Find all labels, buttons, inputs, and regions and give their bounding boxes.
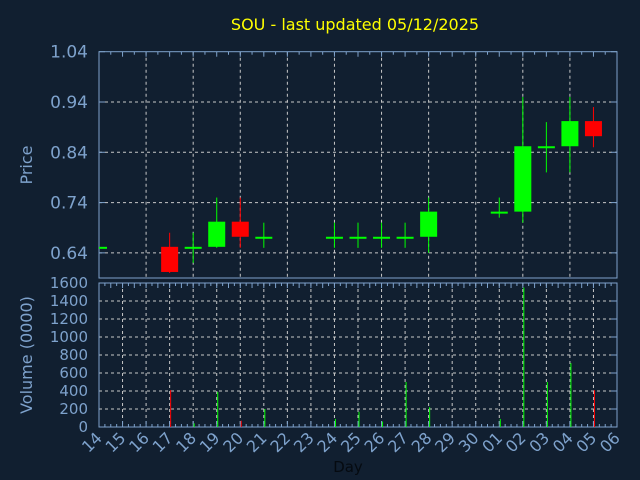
price-tick-label: 0.94: [50, 93, 88, 113]
volume-tick-label: 1000: [50, 328, 88, 346]
price-tick-label: 0.74: [50, 194, 88, 214]
x-axis-label: Day: [333, 458, 363, 476]
volume-tick-label: 1400: [50, 292, 88, 310]
candle-body: [161, 246, 179, 272]
volume-tick-label: 1200: [50, 310, 88, 328]
candle-body: [208, 221, 226, 247]
volume-tick-label: 0: [78, 418, 88, 436]
volume-tick-label: 400: [59, 382, 88, 400]
candle-body: [325, 236, 343, 239]
candle-body: [396, 236, 414, 239]
price-plot-frame: [98, 51, 618, 279]
price-tick-label: 0.64: [50, 244, 88, 264]
price-tick-label: 1.04: [50, 43, 88, 63]
candle-body: [184, 246, 202, 249]
candle-body: [584, 121, 602, 137]
volume-tick-label: 800: [59, 346, 88, 364]
candle-body: [514, 146, 532, 212]
x-tick-label: 06: [596, 428, 624, 456]
chart-title: SOU - last updated 05/12/2025: [231, 15, 479, 34]
candle-body: [490, 211, 508, 214]
candle-body: [255, 236, 273, 239]
candle-body: [231, 221, 249, 237]
volume-axis-label: Volume (0000): [17, 296, 36, 414]
candle-body: [349, 236, 367, 239]
price-axis-label: Price: [17, 145, 36, 184]
volume-tick-label: 1600: [50, 274, 88, 292]
candle-body: [420, 211, 438, 237]
volume-tick-label: 200: [59, 400, 88, 418]
candle-body: [373, 236, 391, 239]
price-tick-label: 0.84: [50, 143, 88, 163]
candle-body: [537, 146, 555, 149]
candle-body: [561, 121, 579, 147]
candle-body: [99, 246, 107, 249]
volume-tick-label: 600: [59, 364, 88, 382]
volume-plot-frame: [98, 282, 618, 428]
